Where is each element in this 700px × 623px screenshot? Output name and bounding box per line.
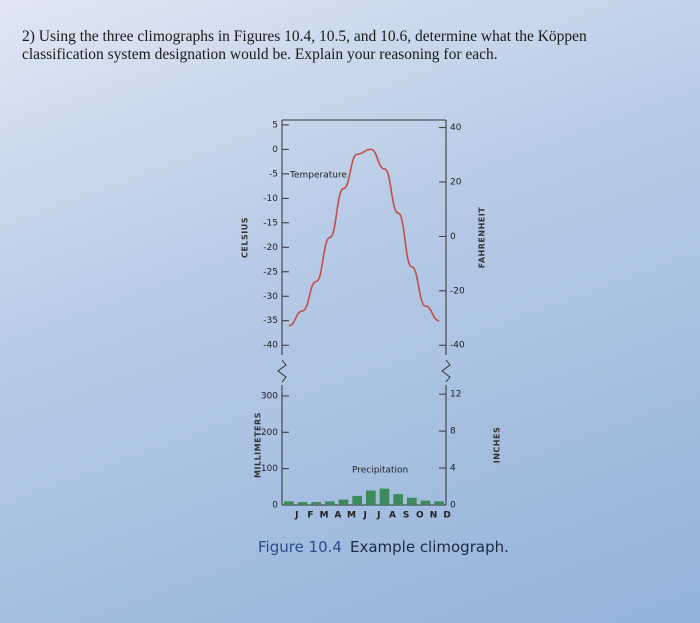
y2-tick-label: 4 [450,464,456,474]
precipitation-bar [311,502,321,505]
y-tick-label: 300 [261,391,278,401]
y-tick-label: 5 [272,120,278,130]
precipitation-bar [284,501,294,505]
y2-tick-label: 40 [450,123,462,133]
y-tick-label: -25 [263,267,278,277]
question: 2) Using the three climographs in Figure… [22,28,587,63]
y-axis-label: MILLIMETERS [254,412,263,478]
y2-tick-label: -20 [450,286,465,296]
x-tick-label: O [416,511,424,521]
y-tick-label: -5 [269,169,278,179]
y2-tick-label: 0 [450,501,456,511]
series-label: Precipitation [352,466,408,476]
x-tick-label: S [403,511,409,521]
y-tick-label: 200 [261,428,278,438]
temperature-line [288,148,440,327]
x-tick-label: N [430,511,438,521]
y-tick-label: -30 [263,292,278,302]
y-tick-label: -15 [263,218,278,228]
y-tick-label: 100 [261,464,278,474]
y-tick-label: -40 [263,341,278,351]
precipitation-bar [407,497,417,505]
precipitation-bar [297,502,308,505]
y2-axis-label: FAHRENHEIT [478,207,487,268]
y2-tick-label: 20 [450,178,462,188]
x-tick-label: M [320,511,329,521]
x-tick-label: M [347,511,356,521]
x-tick-label: A [389,511,396,521]
x-tick-label: A [334,511,341,521]
series-label: Temperature [289,171,347,181]
precipitation-bar [420,500,431,505]
y-tick-label: -35 [263,316,278,326]
y2-tick-label: 0 [450,232,456,242]
figure-caption: Figure 10.4 Example climograph. [258,538,509,556]
x-tick-label: J [294,511,298,521]
x-tick-label: D [443,511,450,521]
x-tick-label: J [362,511,366,521]
y2-tick-label: -40 [450,341,465,351]
precipitation-bar [379,488,390,505]
precipitation-bar [393,494,403,505]
axis-break [277,359,451,383]
figure-number: Figure 10.4 [258,538,342,556]
precipitation-bar [325,501,335,505]
y-axis-label: CELSIUS [241,217,250,258]
caption-text: Example climograph. [349,538,509,556]
y2-axis-label: INCHES [493,427,502,463]
y2-tick-label: 8 [450,427,456,437]
precipitation-bar [366,490,376,505]
y-tick-label: 0 [272,145,278,155]
y-tick-label: 0 [272,501,278,511]
x-tick-label: J [376,511,380,521]
y-tick-label: -20 [263,243,278,253]
precipitation-bar [338,499,349,505]
x-tick-label: F [307,511,313,521]
precipitation-bar [352,495,362,505]
precipitation-bar [434,501,444,505]
y2-tick-label: 12 [450,390,461,400]
y-tick-label: -10 [263,194,278,204]
